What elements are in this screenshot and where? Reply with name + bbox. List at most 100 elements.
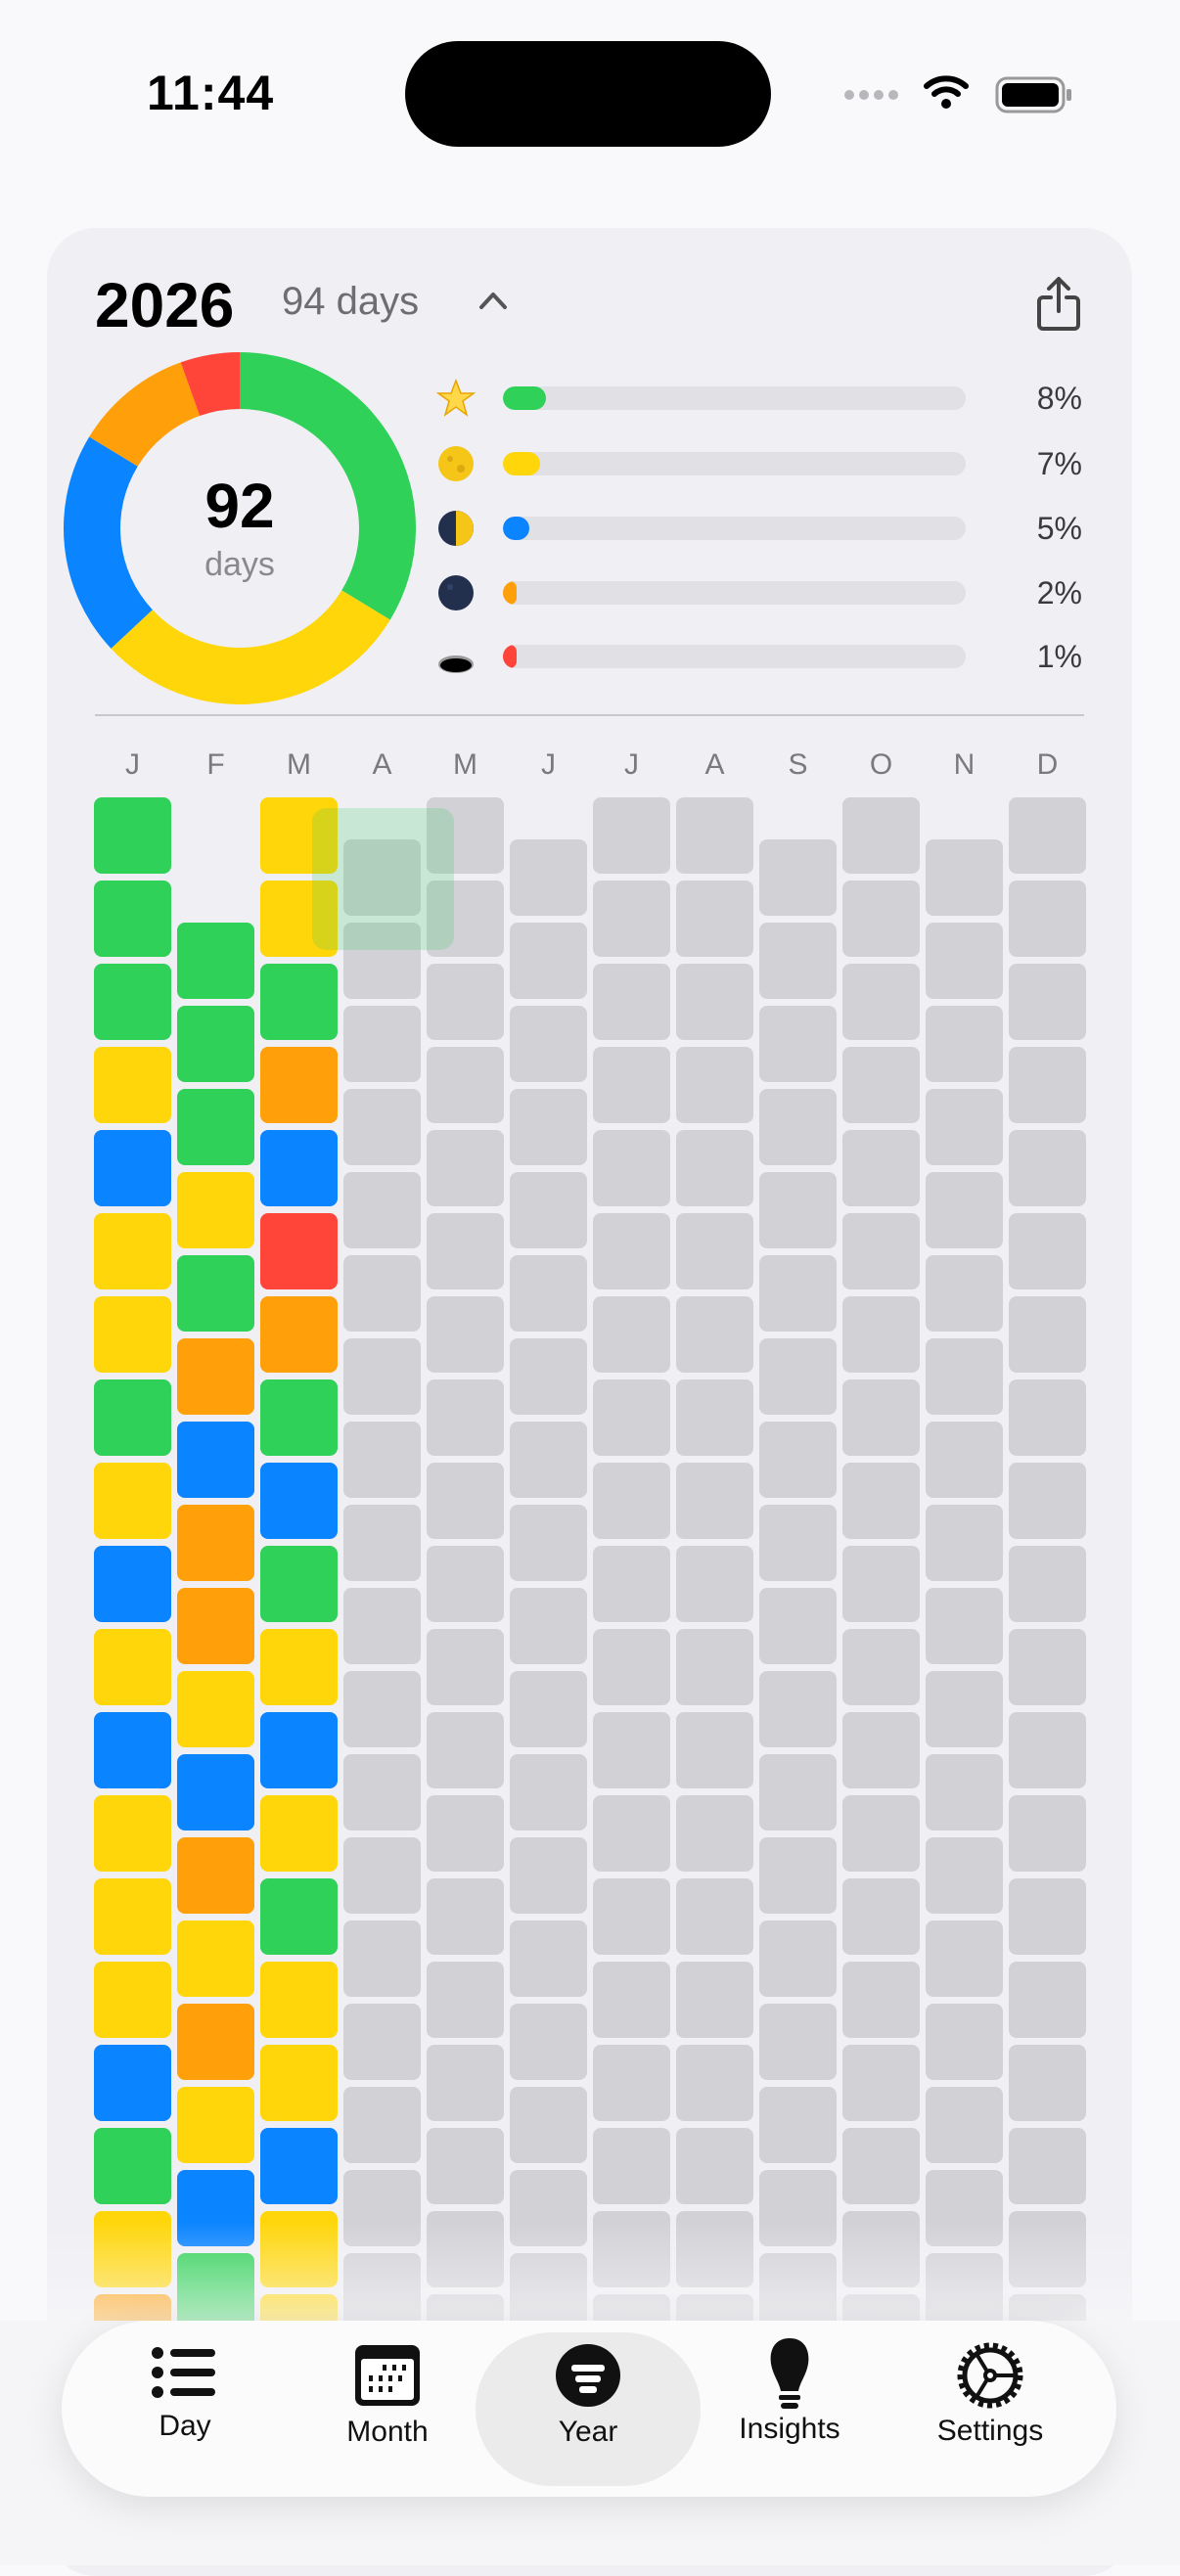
day-cell[interactable] (260, 1546, 338, 1622)
tab-insights[interactable]: Insights (692, 2336, 887, 2473)
day-cell[interactable] (759, 1920, 837, 1997)
day-cell[interactable] (510, 1504, 587, 1581)
day-cell[interactable] (593, 2128, 670, 2204)
day-cell[interactable] (94, 2128, 171, 2204)
day-cell[interactable] (94, 2045, 171, 2121)
day-cell[interactable] (177, 922, 254, 999)
day-cell[interactable] (759, 838, 837, 916)
day-cell[interactable] (343, 1753, 421, 1830)
day-cell[interactable] (94, 797, 171, 874)
day-cell[interactable] (260, 1962, 338, 2038)
tab-month[interactable]: Month (290, 2343, 485, 2480)
day-cell[interactable] (593, 1795, 670, 1872)
day-cell[interactable] (177, 1670, 254, 1747)
day-cell[interactable] (427, 1130, 504, 1206)
day-cell[interactable] (260, 1047, 338, 1123)
day-cell[interactable] (842, 1296, 920, 1373)
day-cell[interactable] (427, 1047, 504, 1123)
day-cell[interactable] (926, 1920, 1003, 1997)
day-cell[interactable] (842, 2045, 920, 2121)
day-cell[interactable] (427, 1795, 504, 1872)
day-cell[interactable] (94, 1712, 171, 1788)
day-cell[interactable] (676, 1795, 753, 1872)
day-cell[interactable] (926, 1005, 1003, 1082)
day-cell[interactable] (842, 1878, 920, 1955)
day-cell[interactable] (926, 1670, 1003, 1747)
day-cell[interactable] (926, 1504, 1003, 1581)
day-cell[interactable] (759, 1836, 837, 1914)
day-cell[interactable] (510, 2086, 587, 2163)
tab-day[interactable]: Day (87, 2343, 283, 2480)
day-cell[interactable] (343, 1587, 421, 1664)
day-cell[interactable] (177, 1920, 254, 1997)
day-cell[interactable] (759, 2086, 837, 2163)
day-cell[interactable] (427, 1296, 504, 1373)
day-cell[interactable] (427, 1629, 504, 1705)
day-cell[interactable] (177, 1171, 254, 1248)
day-cell[interactable] (926, 2003, 1003, 2080)
day-cell[interactable] (94, 1379, 171, 1456)
day-cell[interactable] (759, 1005, 837, 1082)
day-cell[interactable] (427, 1878, 504, 1955)
day-cell[interactable] (510, 1587, 587, 1664)
day-cell[interactable] (842, 1047, 920, 1123)
day-cell[interactable] (177, 1337, 254, 1415)
day-cell[interactable] (427, 1463, 504, 1539)
day-cell[interactable] (926, 838, 1003, 916)
day-cell[interactable] (1009, 1463, 1086, 1539)
day-cell[interactable] (1009, 1795, 1086, 1872)
day-cell[interactable] (510, 1920, 587, 1997)
day-cell[interactable] (842, 1712, 920, 1788)
day-cell[interactable] (260, 1463, 338, 1539)
day-cell[interactable] (593, 797, 670, 874)
day-cell[interactable] (94, 1962, 171, 2038)
day-cell[interactable] (94, 1795, 171, 1872)
day-cell[interactable] (842, 881, 920, 957)
day-cell[interactable] (842, 964, 920, 1040)
day-cell[interactable] (926, 2086, 1003, 2163)
day-cell[interactable] (676, 1463, 753, 1539)
day-cell[interactable] (510, 1254, 587, 1332)
day-cell[interactable] (427, 2045, 504, 2121)
day-cell[interactable] (842, 797, 920, 874)
day-cell[interactable] (593, 1213, 670, 1289)
day-cell[interactable] (343, 1005, 421, 1082)
day-cell[interactable] (343, 1171, 421, 1248)
day-cell[interactable] (593, 1962, 670, 2038)
day-cell[interactable] (676, 797, 753, 874)
day-cell[interactable] (593, 1130, 670, 1206)
day-cell[interactable] (427, 1379, 504, 1456)
day-cell[interactable] (177, 1088, 254, 1165)
day-cell[interactable] (343, 1920, 421, 1997)
day-cell[interactable] (510, 2003, 587, 2080)
day-cell[interactable] (177, 1421, 254, 1498)
day-cell[interactable] (759, 1421, 837, 1498)
day-cell[interactable] (260, 964, 338, 1040)
day-cell[interactable] (343, 1504, 421, 1581)
day-cell[interactable] (676, 1546, 753, 1622)
day-cell[interactable] (343, 2086, 421, 2163)
day-cell[interactable] (842, 1130, 920, 1206)
day-cell[interactable] (842, 1546, 920, 1622)
day-cell[interactable] (759, 922, 837, 999)
day-cell[interactable] (177, 1836, 254, 1914)
day-cell[interactable] (510, 1005, 587, 1082)
day-cell[interactable] (510, 1088, 587, 1165)
day-cell[interactable] (759, 1587, 837, 1664)
day-cell[interactable] (427, 2128, 504, 2204)
day-cell[interactable] (759, 1670, 837, 1747)
day-cell[interactable] (676, 1130, 753, 1206)
day-cell[interactable] (510, 1836, 587, 1914)
day-cell[interactable] (343, 1088, 421, 1165)
day-cell[interactable] (926, 1421, 1003, 1498)
selection-highlight[interactable] (312, 808, 454, 950)
day-cell[interactable] (676, 1047, 753, 1123)
day-cell[interactable] (1009, 964, 1086, 1040)
day-cell[interactable] (1009, 1379, 1086, 1456)
day-cell[interactable] (1009, 1130, 1086, 1206)
day-cell[interactable] (593, 964, 670, 1040)
day-cell[interactable] (260, 1296, 338, 1373)
day-cell[interactable] (593, 1878, 670, 1955)
day-cell[interactable] (676, 1878, 753, 1955)
day-cell[interactable] (177, 1005, 254, 1082)
